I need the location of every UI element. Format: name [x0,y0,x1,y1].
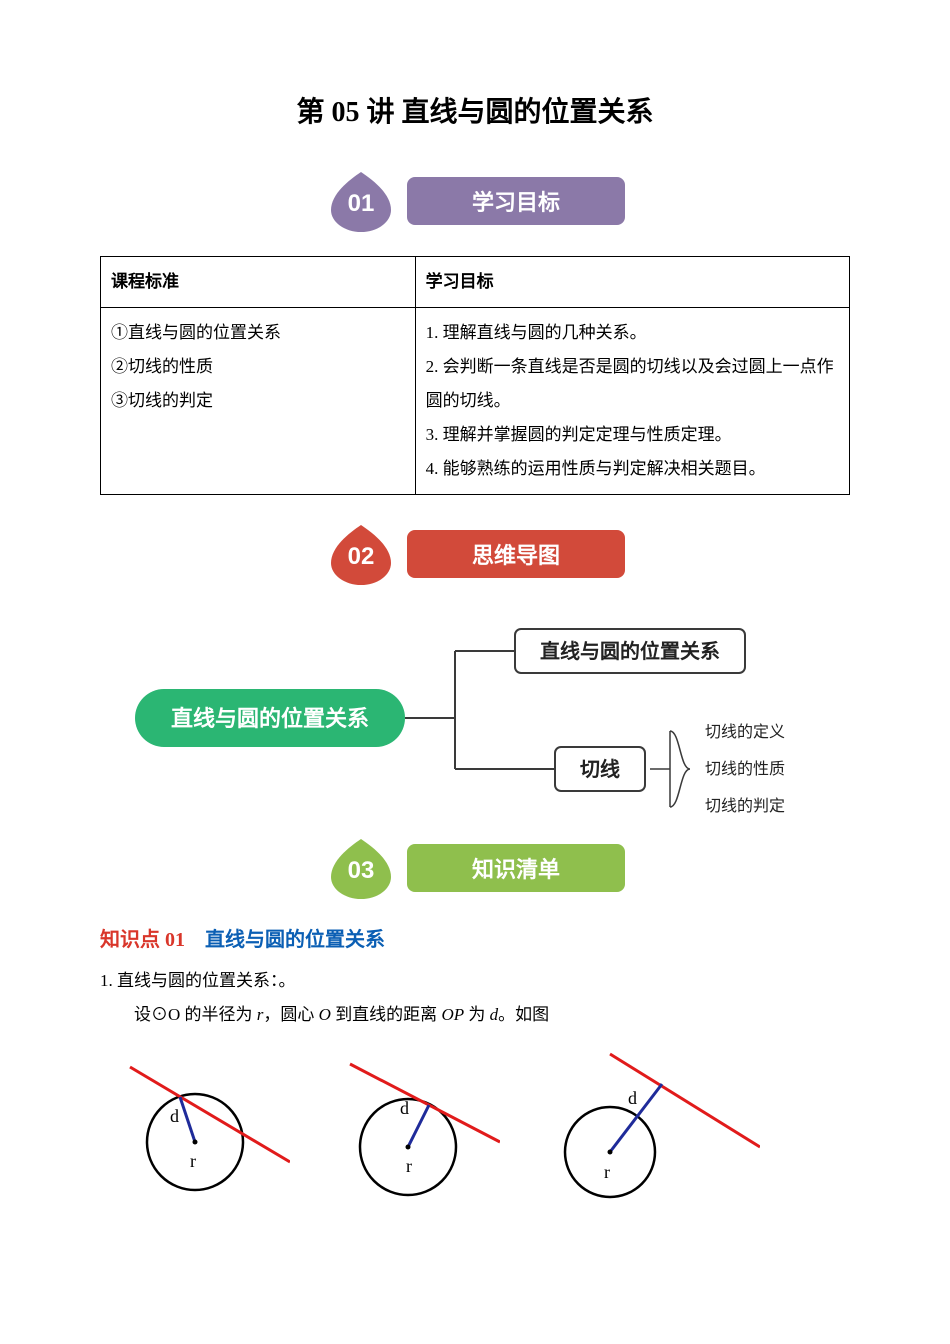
svg-text:切线的性质: 切线的性质 [705,760,785,778]
svg-text:直线与圆的位置关系: 直线与圆的位置关系 [540,639,720,663]
svg-text:d: d [628,1088,637,1108]
objectives-right-cell: 1. 理解直线与圆的几种关系。 2. 会判断一条直线是否是圆的切线以及会过圆上一… [415,308,849,495]
section-02-label: 思维导图 [407,530,625,578]
objectives-header-right: 学习目标 [415,257,849,308]
svg-text:r: r [406,1156,412,1176]
knowledge-body: 1. 直线与圆的位置关系：。 设⊙O 的半径为 r，圆心 O 到直线的距离 OP… [100,964,850,1032]
section-03: 03 知识清单 [100,837,850,899]
section-01: 01 学习目标 [100,170,850,232]
kp-line1: 1. 直线与圆的位置关系：。 [100,964,850,998]
svg-text:切线: 切线 [580,757,620,781]
svg-text:切线的定义: 切线的定义 [705,723,785,741]
kp-title: 直线与圆的位置关系 [205,929,385,951]
page-title: 第 05 讲 直线与圆的位置关系 [100,90,850,130]
kp-prefix: 知识点 01 [100,929,185,951]
section-01-num: 01 [325,170,397,232]
section-03-num: 03 [325,837,397,899]
svg-text:r: r [190,1151,196,1171]
diagram-secant: d r [120,1052,290,1202]
kp-line2: 设⊙O 的半径为 r，圆心 O 到直线的距离 OP 为 d。如图 [100,998,850,1032]
svg-text:r: r [604,1162,610,1182]
svg-text:d: d [170,1106,179,1126]
objectives-table: 课程标准 学习目标 ①直线与圆的位置关系 ②切线的性质 ③切线的判定 1. 理解… [100,256,850,495]
section-03-label: 知识清单 [407,844,625,892]
objectives-left-cell: ①直线与圆的位置关系 ②切线的性质 ③切线的判定 [101,308,416,495]
diagram-tangent: d r [330,1052,500,1202]
knowledge-heading: 知识点 01 直线与圆的位置关系 [100,923,850,952]
svg-text:直线与圆的位置关系: 直线与圆的位置关系 [171,706,369,731]
svg-text:d: d [400,1098,409,1118]
section-01-label: 学习目标 [407,177,625,225]
section-02: 02 思维导图 [100,523,850,585]
diagram-disjoint: d r [540,1052,760,1202]
circle-line-diagrams: d r d r d r [100,1052,850,1202]
objectives-header-left: 课程标准 [101,257,416,308]
mindmap: 直线与圆的位置关系 直线与圆的位置关系 切线 切线的定义 切线的性质 切线的判定 [100,609,850,819]
svg-text:切线的判定: 切线的判定 [705,797,785,815]
section-02-num: 02 [325,523,397,585]
